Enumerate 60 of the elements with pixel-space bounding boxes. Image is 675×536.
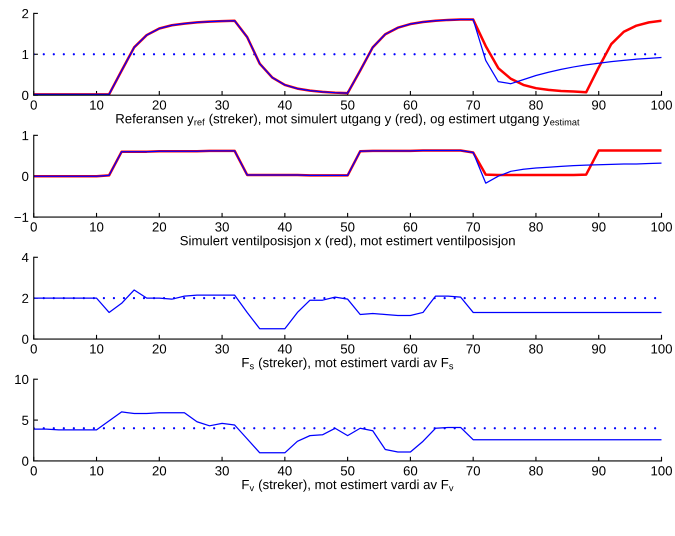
- x-tick-label: 60: [404, 344, 418, 354]
- x-tick-label: 80: [529, 466, 543, 476]
- x-axis-title: F$_{s}$ (streker), mot estimert vardi av F$_{s}$: [242, 358, 454, 370]
- x-tick-label: 100: [652, 222, 672, 232]
- x-tick-label: 60: [404, 466, 418, 476]
- x-tick-label: 50: [340, 222, 354, 232]
- x-tick-label: 80: [529, 100, 543, 110]
- x-tick-label: 0: [30, 222, 37, 232]
- x-tick-label: 40: [278, 100, 292, 110]
- y-tick-label: 0: [22, 334, 28, 344]
- x-tick-label: 50: [340, 466, 354, 476]
- x-tick-label: 90: [592, 344, 606, 354]
- x-tick-label: 70: [466, 100, 480, 110]
- y-tick-label: 2: [22, 294, 28, 303]
- x-tick-label: 20: [152, 344, 166, 354]
- x-axis-title: F$_{v}$ (streker), mot estimert vardi av F$_{v}$: [242, 480, 454, 492]
- x-tick-label: 10: [90, 222, 104, 232]
- x-tick-label: 10: [90, 344, 104, 354]
- y-tick-label: 2: [22, 8, 28, 18]
- x-tick-label: 90: [592, 222, 606, 232]
- x-tick-label: 20: [152, 222, 166, 232]
- y-tick-label: 10: [15, 374, 28, 384]
- x-tick-label: 90: [592, 100, 606, 110]
- y-tick-label: 5: [22, 416, 28, 425]
- y-tick-label: 1: [22, 50, 28, 60]
- x-tick-label: 10: [90, 100, 104, 110]
- y-tick-label: 0: [22, 456, 28, 466]
- x-tick-label: 100: [652, 100, 672, 110]
- x-tick-label: 40: [278, 222, 292, 232]
- x-tick-label: 100: [652, 466, 672, 476]
- x-tick-label: 0: [30, 100, 37, 110]
- x-tick-label: 30: [215, 100, 229, 110]
- y-tick-label: 0: [22, 172, 28, 182]
- x-tick-label: 80: [529, 222, 543, 232]
- x-tick-label: 80: [529, 344, 543, 354]
- x-tick-label: 50: [340, 344, 354, 354]
- x-tick-label: 10: [90, 466, 104, 476]
- x-tick-label: 100: [652, 344, 672, 354]
- x-tick-label: 70: [466, 344, 480, 354]
- x-tick-label: 50: [340, 100, 354, 110]
- x-tick-label: 60: [404, 100, 418, 110]
- y-tick-label: 0: [22, 90, 28, 100]
- x-tick-label: 60: [404, 222, 418, 232]
- x-tick-label: 20: [152, 100, 166, 110]
- x-tick-label: 0: [30, 466, 37, 476]
- x-axis-title: Simulert ventilposisjon x (red), mot estimert ventilposisjon: [180, 236, 515, 248]
- x-tick-label: 20: [152, 466, 166, 476]
- x-tick-label: 70: [466, 466, 480, 476]
- x-tick-label: 30: [215, 222, 229, 232]
- x-tick-label: 40: [278, 466, 292, 476]
- x-tick-label: 40: [278, 344, 292, 354]
- x-tick-label: 30: [215, 344, 229, 354]
- x-tick-label: 30: [215, 466, 229, 476]
- y-tick-label: −1: [14, 212, 28, 222]
- y-tick-label: 1: [22, 131, 28, 140]
- y-tick-label: 4: [22, 252, 29, 262]
- x-tick-label: 0: [30, 344, 37, 354]
- x-tick-label: 70: [466, 222, 480, 232]
- x-axis-title: Referansen y$_{ref}$ (streker), mot simulert utgang y (red), og estimert utgang y$_{estimat}$: [116, 114, 580, 126]
- x-tick-label: 90: [592, 466, 606, 476]
